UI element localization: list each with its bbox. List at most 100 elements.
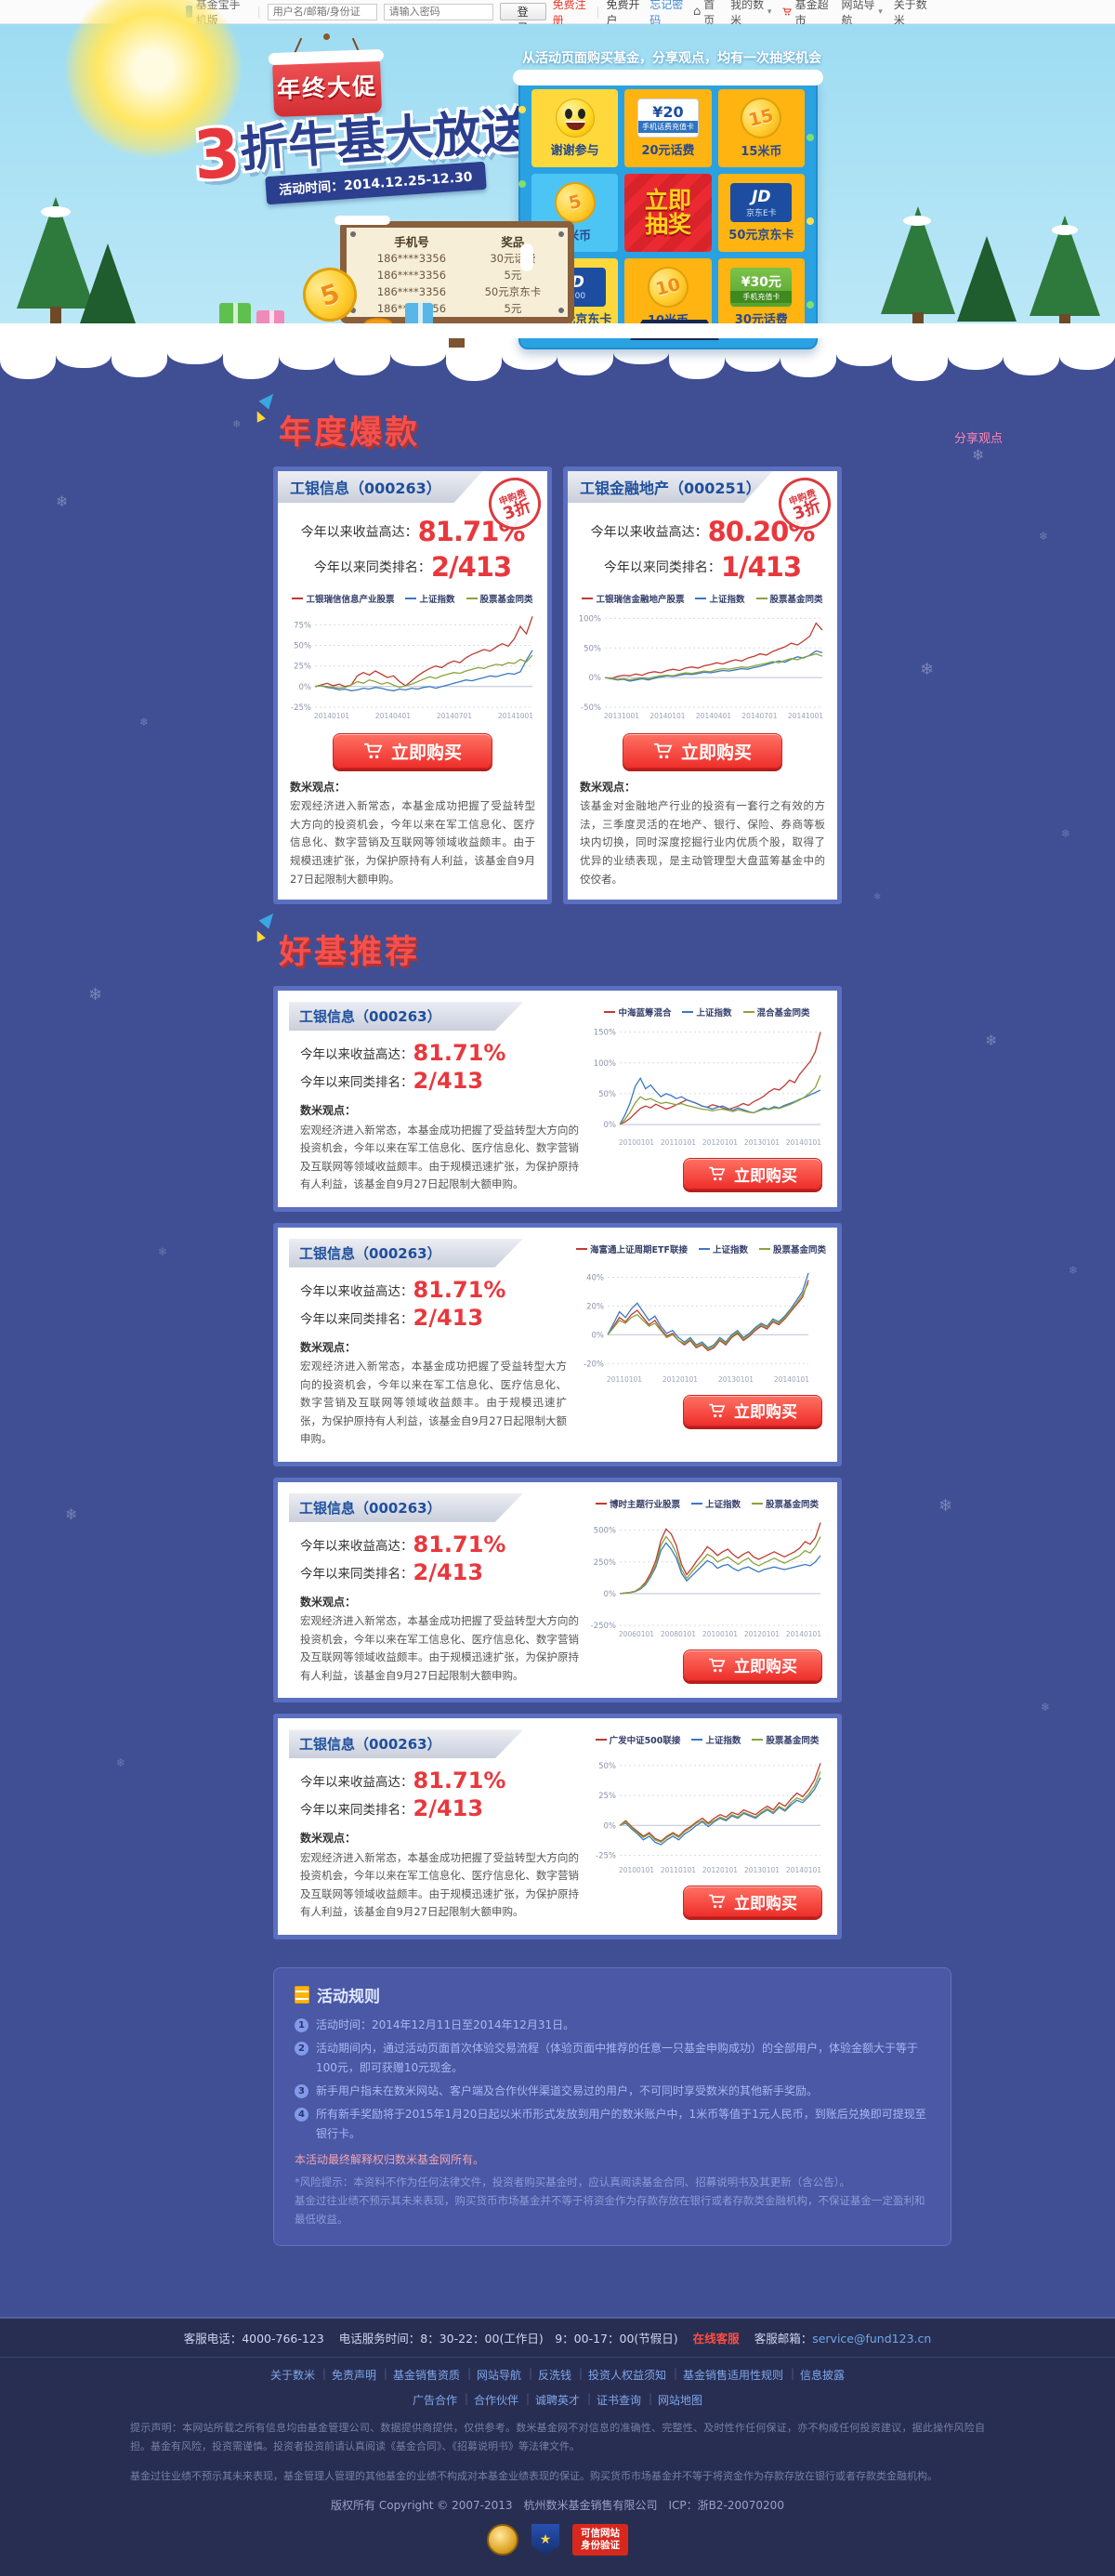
svg-text:50%: 50% [584,644,601,653]
snowflake-icon: ❄ [920,660,935,679]
svg-text:100%: 100% [594,1059,616,1069]
top-navbar: 基金宝手机版 | 登录 免费注册 | 免费开户 忘记密码 ⌂首页 我的数米▾ 基… [0,0,1115,34]
shumi-opinion: 数米观点： 宏观经济进入新常态，本基金成功把握了受益转型大方向的投资机会，今年以来… [300,1595,579,1682]
login-button[interactable]: 登录 [499,3,546,34]
online-service-link[interactable]: 在线客服 [692,2332,740,2346]
svg-text:50%: 50% [598,1090,616,1099]
buy-now-button[interactable]: 立即购买 [333,733,492,769]
footer-link[interactable]: 诚聘英才 [527,2392,591,2408]
footer-link[interactable]: 网站地图 [658,2394,703,2408]
footer-link[interactable]: 关于数米 [262,2367,326,2383]
snow-scallop [1059,338,1115,370]
footer-link[interactable]: 基金销售适用性规则 [675,2367,794,2383]
snow-scallop [223,338,279,379]
svg-text:20110101: 20110101 [661,1138,696,1147]
svg-text:20130101: 20130101 [744,1138,780,1147]
sun-illustration [65,0,242,158]
footer-links-row1: 关于数米 免责声明 基金销售资质 网站导航 反洗钱 投资人权益须知 基金销售适用… [0,2367,1115,2383]
fund-title: 工银信息（000263） [299,1008,441,1026]
password-input[interactable] [383,3,493,20]
buy-now-button[interactable]: 立即购买 [683,1649,822,1681]
home-icon: ⌂ [693,5,702,19]
chevron-down-icon: ▾ [878,7,883,17]
yield-value: 81.71% [413,1768,506,1794]
rank-value: 2/413 [413,1795,484,1822]
share-opinion-link[interactable]: 分享观点 [954,432,1004,446]
lottery-cell-thanks: 谢谢参与 [531,89,619,167]
nav-home[interactable]: ⌂ 首页 [693,0,715,27]
register-link[interactable]: 免费注册 [552,0,586,27]
svg-text:-250%: -250% [591,1622,616,1631]
snow-scallop [56,338,112,368]
buy-now-button[interactable]: 立即购买 [683,1158,822,1190]
recommended-fund-card: 工银信息（000263） 今年以来收益高达： 81.71% 今年以来同类排名： 2/… [273,1477,842,1703]
buy-now-button[interactable]: 立即购买 [683,1886,822,1918]
svg-text:20140101: 20140101 [786,1866,821,1874]
footer-link[interactable]: 信息披露 [800,2369,846,2383]
footer-link[interactable]: 投资人权益须知 [580,2367,677,2383]
svg-text:20140101: 20140101 [786,1630,821,1638]
svg-text:20140101: 20140101 [649,712,685,720]
recommended-fund-card: 工银信息（000263） 今年以来收益高达： 81.71% 今年以来同类排名： 2/… [273,1222,842,1466]
footer-link[interactable]: 反洗钱 [530,2367,583,2383]
nav-about[interactable]: 关于数米 [893,0,927,27]
svg-text:20080101: 20080101 [661,1630,696,1638]
line-chart: 150% 100% 50% 0%20100101 20110101 20120101 201… [594,1029,822,1147]
fund-card-header: 工银信息（000263） [289,1492,523,1522]
svg-text:20130101: 20130101 [744,1866,780,1874]
rank-value: 2/413 [430,551,512,583]
svg-text:20%: 20% [586,1302,604,1311]
forgot-password-link[interactable]: 忘记密码 [649,0,684,27]
buy-now-button[interactable]: 立即购买 [623,733,782,769]
snow-scallop [334,338,390,375]
recommended-fund-card: 工银信息（000263） 今年以来收益高达： 81.71% 今年以来同类排名： 2/… [273,986,842,1212]
rank-value: 2/413 [413,1304,484,1331]
service-email-link[interactable]: service@fund123.cn [812,2332,932,2346]
svg-text:20141001: 20141001 [498,712,533,720]
nav-my-shumi[interactable]: 我的数米 ▾ [730,0,772,27]
security-shield-badge[interactable]: ★ [531,2523,559,2556]
buy-now-button[interactable]: 立即购买 [683,1394,822,1426]
winners-header: 手机号 奖品 [394,235,525,249]
phone-credit-card-icon: ¥20 手机话费充值卡 [636,99,699,138]
nav-fund-market[interactable]: 基金超市 [782,0,830,28]
trusted-site-badge[interactable]: 可信网站 身份验证 [572,2523,628,2556]
footer-link[interactable]: 免责声明 [323,2367,387,2383]
footer-link[interactable]: 网站导航 [468,2367,532,2383]
rec-section-title: 好基推荐 [279,934,421,972]
rule-item: 2 活动期间内，通过活动页面首次体验交易流程（体验页面中推荐的任意一只基金申购成功… [295,2039,930,2078]
svg-text:20060101: 20060101 [619,1630,654,1638]
svg-text:20110101: 20110101 [661,1866,696,1874]
username-input[interactable] [267,3,377,20]
chart-legend: 中海蓝筹混合 上证指数 混合基金同类 [588,1005,826,1019]
svg-text:0%: 0% [589,674,602,683]
svg-text:20120101: 20120101 [702,1138,738,1147]
frame-dot [807,217,814,225]
draw-now-button[interactable]: 立即 抽奖 [624,174,712,252]
svg-text:0%: 0% [604,1121,617,1130]
svg-text:20131001: 20131001 [604,712,639,720]
divider: | [596,5,600,19]
police-seal-badge[interactable] [487,2523,518,2556]
svg-text:-25%: -25% [291,703,311,713]
svg-text:500%: 500% [594,1526,616,1535]
footer-link[interactable]: 基金销售资质 [385,2367,471,2383]
snowflake-icon: ❄ [158,1245,168,1258]
decor-triangle [253,928,266,942]
snow-scallop [0,338,56,379]
rule-item: 3 新手用户指未在数米网站、客户端及合作伙伴渠道交易过的用户，不可同时享受数米的其… [295,2082,930,2101]
lottery-cell-15coin: 15 15米币 [717,89,805,167]
line-chart: 100% 50% 0% -50%20131001 20140101 20140401 201… [579,614,824,720]
fund-chart: 工银瑞信信息产业股票 上证指数 股票基金同类 75% 50% 25% 0% -25% 20140… [278,586,547,724]
snow-ground [0,323,1115,338]
fund-chart: 中海蓝筹混合 上证指数 混合基金同类 150% 100% 50% 0% 20100101 201… [588,1002,826,1150]
svg-text:20141001: 20141001 [788,712,823,720]
svg-text:20130101: 20130101 [718,1375,754,1384]
open-account-link[interactable]: 免费开户 [606,0,640,27]
svg-text:-50%: -50% [581,703,601,713]
footer-link[interactable]: 广告合作 [404,2392,468,2408]
snowflake-icon: ❄ [56,493,69,510]
footer-link[interactable]: 证书查询 [588,2392,652,2408]
nav-sitemap[interactable]: 网站导航 ▾ [841,0,883,27]
footer-link[interactable]: 合作伙伴 [466,2392,530,2408]
